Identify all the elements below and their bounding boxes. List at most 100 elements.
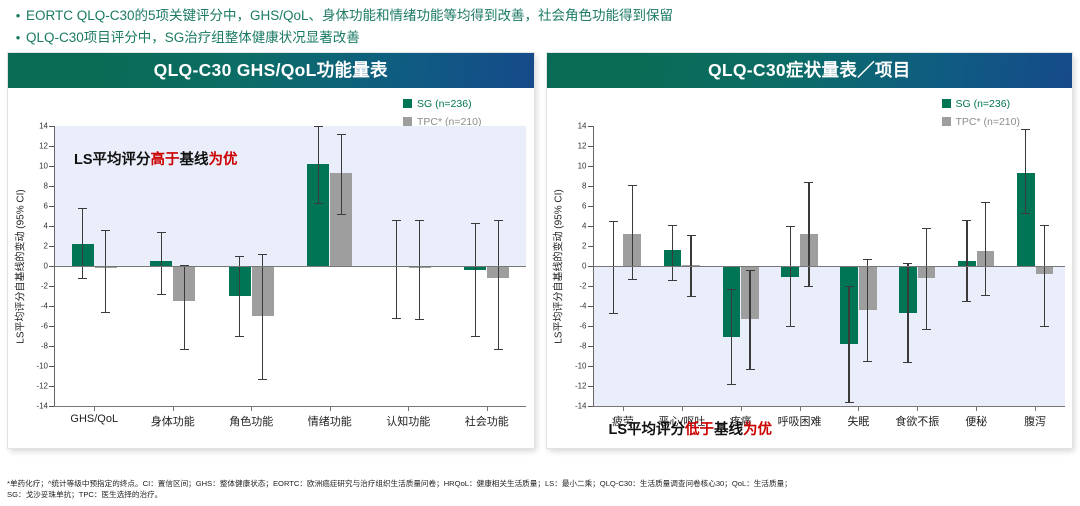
y-tick-mark: [587, 186, 593, 187]
error-bar-cap: [313, 203, 323, 205]
bar-tpc[interactable]: [251, 126, 274, 406]
y-tick-label: 6: [43, 201, 48, 211]
panel-title-left: QLQ-C30 GHS/QoL功能量表: [8, 53, 534, 88]
annotation-highlight: 高于: [150, 152, 180, 168]
error-bar-cap: [627, 279, 637, 281]
bar-tpc[interactable]: [917, 126, 936, 406]
x-tick-mark: [172, 406, 174, 411]
y-tick-label: 14: [577, 121, 587, 131]
x-tick-mark: [486, 406, 488, 411]
y-tick-label: 12: [39, 141, 48, 151]
y-tick-label: 6: [582, 201, 587, 211]
bar-sg[interactable]: [1016, 126, 1035, 406]
y-tick-mark: [587, 406, 593, 407]
error-bar-cap: [726, 384, 736, 386]
error-bar-cap: [609, 221, 619, 223]
y-tick-label: -10: [574, 361, 587, 371]
y-tick-label: 2: [43, 241, 48, 251]
bullet-marker-icon: •: [15, 8, 21, 23]
bar-sg[interactable]: [228, 126, 251, 406]
y-tick-mark: [49, 146, 54, 147]
error-bar-cap: [101, 312, 111, 314]
legend-swatch-tpc: [403, 117, 412, 126]
bar-group: [770, 126, 829, 406]
error-bar-cap: [258, 379, 268, 381]
panel-body-left: SG (n=236) TPC* (n=210) LS平均评分自基线的变动 (95…: [8, 88, 534, 448]
bar-group: [291, 126, 370, 406]
bar-tpc[interactable]: [1035, 126, 1054, 406]
bar-sg[interactable]: [71, 126, 94, 406]
error-bar-cap: [235, 256, 245, 258]
y-tick-label: -10: [36, 361, 48, 371]
x-tick-label: 疲劳: [611, 416, 634, 428]
bar-tpc[interactable]: [330, 126, 353, 406]
bar-tpc[interactable]: [487, 126, 510, 406]
error-bar: [730, 289, 733, 384]
y-tick-label: 14: [39, 121, 48, 131]
y-tick-mark: [49, 186, 54, 187]
x-tick-mark: [1035, 406, 1037, 411]
error-bar: [183, 265, 185, 349]
error-bar-cap: [493, 220, 503, 222]
bar-tpc[interactable]: [858, 126, 877, 406]
error-bar-cap: [686, 235, 696, 237]
bar-tpc[interactable]: [173, 126, 196, 406]
bar-tpc[interactable]: [682, 126, 700, 406]
error-bar-cap: [804, 182, 814, 184]
y-tick-mark: [49, 346, 54, 347]
bar-sg[interactable]: [663, 126, 682, 406]
bar-group: [55, 126, 134, 406]
bar-sg[interactable]: [150, 126, 173, 406]
error-bar-cap: [903, 263, 913, 265]
y-tick-label: -12: [574, 381, 587, 391]
error-bar-cap: [981, 202, 991, 204]
y-tick-label: 4: [582, 221, 587, 231]
bar-tpc[interactable]: [408, 126, 431, 406]
bar-sg[interactable]: [781, 126, 800, 406]
y-tick-mark: [587, 306, 593, 307]
error-bar: [105, 230, 107, 312]
bar-tpc[interactable]: [623, 126, 642, 406]
y-tick-mark: [587, 326, 593, 327]
legend-swatch-sg: [941, 99, 951, 108]
x-tick-label: 认知功能: [386, 416, 431, 428]
error-bar-cap: [336, 134, 346, 136]
bar-tpc[interactable]: [741, 126, 759, 406]
error-bar-cap: [726, 289, 736, 291]
error-bar: [671, 225, 674, 280]
bar-sg[interactable]: [464, 126, 487, 406]
bar-sg[interactable]: [840, 126, 858, 406]
bar-sg[interactable]: [958, 126, 976, 406]
y-tick-mark: [587, 226, 593, 227]
error-bar-cap: [1021, 129, 1031, 131]
x-tick-label: 疼痛: [729, 416, 752, 428]
annotation-right: LS平均评分低于基线为优: [609, 418, 773, 439]
x-tick-label: 便秘: [965, 416, 988, 428]
bar-tpc[interactable]: [94, 126, 117, 406]
y-tick-mark: [587, 126, 593, 127]
error-bar-cap: [1039, 225, 1049, 227]
y-tick-label: -14: [574, 401, 587, 411]
x-tick-mark: [408, 406, 410, 411]
bar-sg[interactable]: [722, 126, 741, 406]
y-tick-mark: [49, 226, 54, 227]
footnote-line-1: *单药化疗；^统计等级中预指定的终点。CI：置信区间；GHS：整体健康状态；EO…: [7, 479, 792, 488]
bar-tpc[interactable]: [800, 126, 818, 406]
error-bar: [966, 220, 968, 301]
annotation-left: LS平均评分高于基线为优: [74, 148, 238, 169]
bar-tpc[interactable]: [976, 126, 995, 406]
y-tick-mark: [49, 366, 54, 367]
error-bar: [497, 220, 499, 349]
y-axis-line-right: [592, 126, 594, 406]
annotation-text: 基线: [179, 152, 209, 168]
error-bar-cap: [78, 208, 88, 210]
x-tick-label: 情绪功能: [307, 416, 352, 428]
error-bar-cap: [1021, 213, 1031, 215]
error-bar-cap: [745, 270, 755, 272]
x-axis-line-right: [592, 406, 1065, 407]
error-bar: [808, 182, 810, 286]
bar-sg[interactable]: [899, 126, 917, 406]
x-tick-mark: [622, 406, 624, 411]
error-bar: [749, 270, 751, 369]
bar-sg[interactable]: [307, 126, 330, 406]
